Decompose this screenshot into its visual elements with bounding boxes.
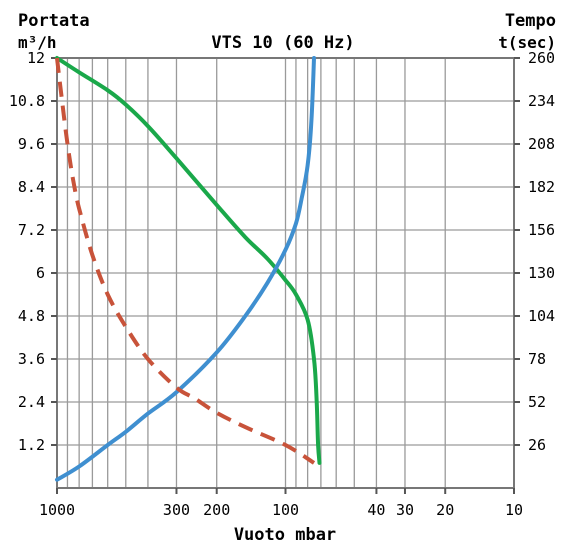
left-tick-label: 9.6 [18, 135, 45, 153]
grid [56, 57, 515, 488]
chart-title: VTS 10 (60 Hz) [211, 33, 354, 53]
right-tick-label: 130 [528, 264, 555, 282]
right-tick-label: 104 [528, 307, 555, 325]
x-axis-label: Vuoto mbar [234, 525, 336, 545]
right-tick-label: 260 [528, 49, 555, 67]
right-axis-label-line1: Tempo [505, 11, 556, 31]
right-tick-label: 156 [528, 221, 555, 239]
right-axis-label-line2: t(sec) [498, 33, 556, 52]
left-tick-label: 10.8 [9, 92, 45, 110]
series-line-portata-red-dashed [55, 57, 316, 465]
tick-marks [51, 57, 520, 494]
left-axis-label-line2: m³/h [18, 33, 57, 52]
x-tick-label: 20 [436, 501, 454, 519]
left-tick-label: 8.4 [18, 178, 45, 196]
left-tick-label: 7.2 [18, 221, 45, 239]
right-tick-label: 182 [528, 178, 555, 196]
right-tick-label: 234 [528, 92, 555, 110]
right-tick-label: 52 [528, 393, 546, 411]
right-tick-label: 26 [528, 436, 546, 454]
left-tick-labels: 12 10.8 9.6 8.4 7.2 6 4.8 3.6 2.4 1.2 [9, 49, 45, 454]
x-tick-label: 300 [163, 501, 190, 519]
right-tick-labels: 260 234 208 182 156 130 104 78 52 26 [528, 49, 555, 454]
series-line-tempo-blue [55, 56, 316, 482]
left-tick-label: 4.8 [18, 307, 45, 325]
left-tick-label: 1.2 [18, 436, 45, 454]
x-tick-label: 40 [367, 501, 385, 519]
left-tick-label: 3.6 [18, 350, 45, 368]
x-tick-label: 100 [272, 501, 299, 519]
x-tick-labels: 1000 300 200 100 40 30 20 10 [39, 501, 523, 519]
left-tick-label: 12 [27, 49, 45, 67]
right-tick-label: 208 [528, 135, 555, 153]
series-line-portata-green [55, 56, 322, 465]
left-tick-label: 2.4 [18, 393, 45, 411]
left-axis-label-line1: Portata [18, 11, 90, 31]
x-tick-label: 10 [505, 501, 523, 519]
x-tick-label: 30 [396, 501, 414, 519]
series-lines [55, 56, 322, 482]
right-tick-label: 78 [528, 350, 546, 368]
left-tick-label: 6 [36, 264, 45, 282]
x-tick-label: 200 [203, 501, 230, 519]
x-tick-label: 1000 [39, 501, 75, 519]
